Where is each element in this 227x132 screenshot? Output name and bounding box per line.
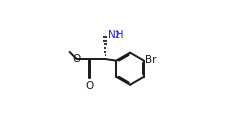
Text: O: O: [85, 81, 93, 91]
Text: Br: Br: [145, 55, 156, 65]
Text: O: O: [72, 54, 81, 64]
Text: NH: NH: [107, 30, 123, 40]
Text: 2: 2: [114, 31, 119, 41]
